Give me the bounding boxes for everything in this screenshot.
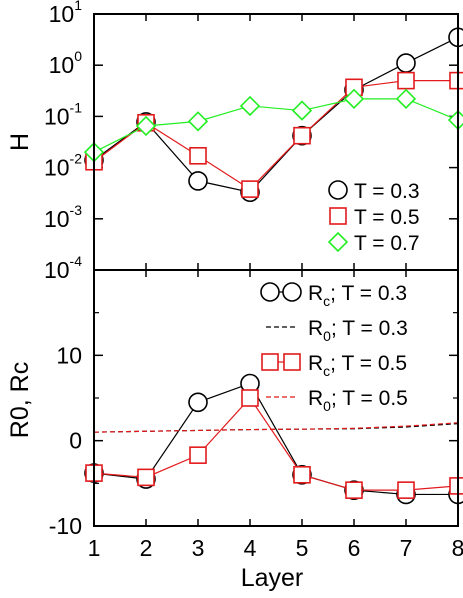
top-y-tick-label: 100 xyxy=(49,48,83,78)
bottom-y-tick-label: -10 xyxy=(49,513,82,539)
x-tick-label: 6 xyxy=(348,535,361,561)
x-tick-label: 4 xyxy=(244,535,257,561)
bottom-data-point xyxy=(189,446,207,464)
bottom-legend-marker xyxy=(282,282,302,302)
x-tick-label: 5 xyxy=(296,535,309,561)
top-legend-label: T = 0.7 xyxy=(354,232,420,255)
top-legend-label: T = 0.3 xyxy=(354,180,420,203)
bottom-data-point xyxy=(397,481,415,499)
bottom-panel: -10 0 10 1 2 3 4 5 6 7 8 R0, Rc Layer Rc; T = 0.3… xyxy=(6,269,463,592)
top-legend-marker xyxy=(327,231,349,253)
bottom-y-tick-label: 0 xyxy=(69,428,82,454)
bottom-y-axis-title: R0, Rc xyxy=(6,362,34,438)
top-y-tick-labels: 10-4 10-3 10-2 10-1 100 101 xyxy=(44,0,82,283)
bottom-data-point xyxy=(188,392,208,413)
bottom-legend-label: R0; T = 0.3 xyxy=(308,317,408,344)
top-data-point xyxy=(293,126,311,145)
bottom-series-layer xyxy=(84,373,463,505)
bottom-y-tick-label: 10 xyxy=(56,342,82,368)
bottom-data-point xyxy=(293,465,311,484)
top-data-point xyxy=(241,180,259,198)
top-legend-label: T = 0.5 xyxy=(354,206,420,229)
x-tick-label: 2 xyxy=(140,535,153,561)
bottom-legend: Rc; T = 0.3 R0; T = 0.3 Rc; T = 0.5 R0; T =… xyxy=(260,282,408,414)
bottom-legend-label: Rc; T = 0.5 xyxy=(308,352,407,379)
bottom-legend-marker xyxy=(261,353,279,371)
bottom-plot-frame xyxy=(93,269,459,527)
x-axis-title: Layer xyxy=(241,564,304,592)
x-tick-labels: 1 2 3 4 5 6 7 8 xyxy=(88,535,463,561)
bottom-legend-label: R0; T = 0.5 xyxy=(308,387,408,414)
x-tick-label: 8 xyxy=(452,535,463,561)
top-data-point xyxy=(397,71,415,90)
top-data-point xyxy=(188,171,208,191)
top-y-tick-label: 10-1 xyxy=(44,99,82,129)
top-data-point xyxy=(291,100,313,121)
top-legend-marker xyxy=(329,207,347,225)
top-legend: T = 0.3 T = 0.5 T = 0.7 xyxy=(327,180,420,255)
x-tick-label: 3 xyxy=(192,535,205,561)
x-tick-label: 7 xyxy=(400,535,413,561)
top-y-tick-label: 10-3 xyxy=(44,202,82,232)
top-data-point xyxy=(135,115,157,137)
top-data-point xyxy=(187,111,209,132)
top-data-point xyxy=(189,147,207,165)
top-y-tick-label: 10-4 xyxy=(44,253,82,283)
top-data-point xyxy=(449,71,463,90)
top-legend-marker xyxy=(328,180,348,200)
top-data-point xyxy=(395,88,417,109)
top-y-axis-title: H xyxy=(6,133,34,151)
bottom-data-point xyxy=(241,389,259,407)
x-tick-label: 1 xyxy=(88,535,101,561)
top-y-tick-label: 10-2 xyxy=(44,151,82,181)
top-data-point xyxy=(239,95,261,117)
bottom-legend-marker xyxy=(260,282,280,302)
top-data-point xyxy=(396,53,416,73)
bottom-data-point xyxy=(345,481,363,499)
bottom-series-line xyxy=(93,422,459,433)
bottom-y-tick-labels: -10 0 10 xyxy=(49,342,82,539)
top-data-point xyxy=(343,88,365,109)
top-data-point xyxy=(448,27,463,48)
top-y-tick-label: 101 xyxy=(49,0,83,27)
bottom-legend-marker xyxy=(283,353,301,371)
bottom-legend-label: Rc; T = 0.3 xyxy=(308,282,407,309)
bottom-data-point xyxy=(449,477,463,495)
bottom-data-point xyxy=(137,468,155,487)
